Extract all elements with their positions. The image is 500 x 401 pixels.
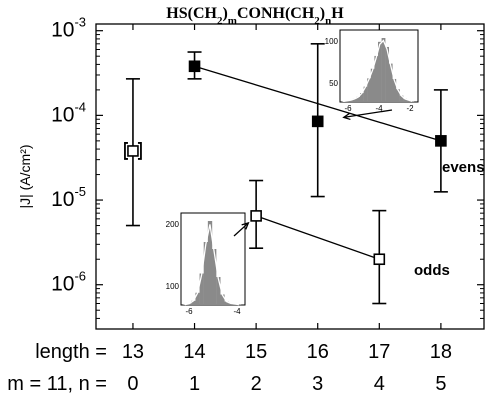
- inset-bar: [199, 273, 204, 305]
- inset-x-tick-label: -4: [375, 104, 383, 113]
- inset-bar: [212, 249, 217, 305]
- inset-bar: [191, 300, 196, 305]
- y-tick-label: 10-5: [51, 184, 86, 211]
- inset-bar: [374, 55, 379, 102]
- data-marker: [188, 60, 201, 73]
- inset-arrow-head: [342, 112, 351, 121]
- x-tick-label: 17: [368, 341, 390, 363]
- x-tick-label: 18: [430, 341, 452, 363]
- x-tick-label: 2: [251, 373, 262, 395]
- inset-bar: [207, 221, 213, 305]
- x-tick-label: 0: [127, 373, 138, 395]
- inset-bar: [370, 68, 375, 102]
- inset-x-tick-label: -6: [185, 307, 193, 316]
- x-tick-label: 16: [307, 341, 329, 363]
- inset-bar: [349, 100, 353, 102]
- inset-bar: [228, 303, 233, 305]
- inset-arrow-line: [343, 109, 393, 119]
- inset-y-tick-label: 100: [166, 282, 180, 291]
- x-tick-label: 4: [374, 373, 385, 395]
- series-label-evens: evens: [442, 159, 485, 176]
- x-tick-label: 14: [183, 341, 205, 363]
- inset-x-tick-label: -2: [406, 104, 414, 113]
- inset-bar: [367, 78, 371, 102]
- plot-frame: [95, 23, 485, 330]
- y-tick-label: 10-3: [51, 15, 86, 42]
- inset-bar: [403, 98, 407, 102]
- x-tick-label: 15: [245, 341, 267, 363]
- inset-bar: [220, 294, 225, 305]
- data-marker: [250, 210, 262, 222]
- x-tick-label: 5: [435, 373, 446, 395]
- inset-bar: [378, 41, 382, 102]
- fit-line-odds: [255, 215, 380, 260]
- inset-bar: [363, 86, 368, 102]
- marker-bracket-left: [124, 142, 128, 160]
- inset-bar: [203, 242, 209, 305]
- y-axis-label: |J| (A/cm²): [17, 144, 33, 208]
- data-marker: [311, 115, 324, 128]
- inset-bar: [356, 96, 361, 102]
- inset-bar: [406, 100, 411, 102]
- data-marker: [435, 135, 447, 147]
- inset-bar: [385, 46, 389, 102]
- inset-arrow-head: [241, 221, 250, 230]
- inset-histogram-16: -6 -4 -2 100 50: [325, 29, 419, 121]
- inset-x-tick-label: -6: [344, 104, 352, 113]
- x-tick-label: 13: [122, 341, 144, 363]
- y-tick-label: 10-6: [51, 269, 86, 296]
- inset-bar: [224, 301, 229, 305]
- inset-gaussian-fit: [343, 39, 413, 103]
- series-label-odds: odds: [414, 262, 450, 279]
- inset-y-tick-label: 50: [329, 79, 338, 88]
- inset-gaussian-fit: [184, 224, 240, 306]
- inset-y-tick-label: 200: [166, 220, 180, 229]
- inset-x-tick-label: -4: [233, 307, 241, 316]
- inset-y-tick-label: 100: [325, 37, 339, 46]
- inset-bar: [195, 292, 200, 305]
- inset-bar: [381, 38, 386, 102]
- data-marker: [373, 253, 386, 266]
- inset-bar: [352, 98, 357, 102]
- inset-bar: [392, 78, 397, 102]
- inset-bar: [410, 101, 415, 102]
- x-row-label: m = 11, n =: [7, 373, 107, 395]
- inset-bar: [216, 277, 221, 305]
- inset-bar: [360, 93, 364, 102]
- x-tick-label: 3: [312, 373, 323, 395]
- marker-bracket-right: [137, 142, 142, 160]
- data-marker: [127, 145, 139, 157]
- x-row-label: length =: [35, 341, 107, 363]
- inset-arrow-line: [233, 222, 249, 237]
- chart-title: HS(CH2)mCONH(CH2)nH: [166, 5, 344, 27]
- inset-histogram-15: -6 -4 200 100: [166, 212, 250, 316]
- inset-bar: [396, 89, 400, 102]
- x-tick-label: 1: [189, 373, 200, 395]
- y-tick-label: 10-4: [51, 99, 86, 126]
- inset-bar: [388, 63, 393, 102]
- inset-bar: [399, 95, 404, 102]
